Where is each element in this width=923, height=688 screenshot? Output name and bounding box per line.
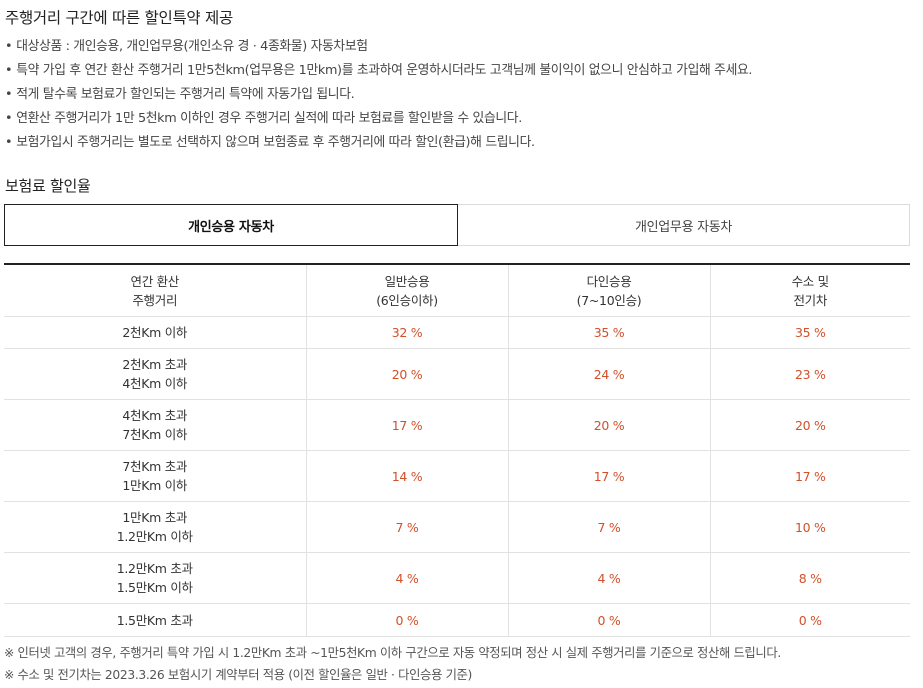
header-line: 전기차 [793,292,828,308]
mileage-line: 1만Km 초과 [122,510,188,525]
row-mileage: 2천Km 초과 4천Km 이하 [4,348,306,400]
mileage-line: 1만Km 이하 [122,478,188,493]
rate-multi: 0 % [507,603,710,637]
bullet-dot: • [5,111,13,126]
table-row: 4천Km 초과 7천Km 이하 17 % 20 % 20 % [4,399,910,451]
mileage-line: 1.2만Km 이하 [116,529,193,544]
header-multi: 다인승용 (7~10인승) [507,264,710,317]
mileage-line: 7천Km 초과 [122,459,188,474]
row-mileage: 2천Km 이하 [4,316,306,349]
rate-eco: 20 % [709,399,910,451]
page-title: 주행거리 구간에 따른 할인특약 제공 [5,9,233,27]
rate-eco: 35 % [709,316,910,349]
rate-general: 4 % [305,552,508,604]
mileage-line: 2천Km 초과 [122,357,188,372]
row-mileage: 1만Km 초과 1.2만Km 이하 [4,501,306,553]
table-row: 2천Km 이하 32 % 35 % 35 % [4,316,910,349]
row-mileage: 1.2만Km 초과 1.5만Km 이하 [4,552,306,604]
row-mileage: 4천Km 초과 7천Km 이하 [4,399,306,451]
rate-general: 0 % [305,603,508,637]
rate-eco: 17 % [709,450,910,502]
rate-general: 17 % [305,399,508,451]
row-mileage: 7천Km 초과 1만Km 이하 [4,450,306,502]
rate-multi: 20 % [507,399,710,451]
row-mileage: 1.5만Km 초과 [4,603,306,637]
rate-multi: 35 % [507,316,710,349]
rate-multi: 4 % [507,552,710,604]
table-row: 1만Km 초과 1.2만Km 이하 7 % 7 % 10 % [4,501,910,553]
header-line: 연간 환산 [130,273,180,289]
rate-general: 32 % [305,316,508,349]
rate-multi: 24 % [507,348,710,400]
table-row: 1.5만Km 초과 0 % 0 % 0 % [4,603,910,637]
footnotes: ※ 인터넷 고객의 경우, 주행거리 특약 가입 시 1.2만Km 초과 ~1만… [4,642,781,686]
mileage-line: 1.5만Km 초과 [116,612,193,628]
mileage-line: 1.5만Km 이하 [116,580,193,595]
header-general: 일반승용 (6인승이하) [305,264,508,317]
bullet-text: 대상상품 : 개인승용, 개인업무용(개인소유 경 · 4종화물) 자동차보험 [16,39,368,54]
bullet-dot: • [5,63,13,78]
bullet-item: • 연환산 주행거리가 1만 5천km 이하인 경우 주행거리 실적에 따라 보험… [5,107,752,131]
rate-multi: 7 % [507,501,710,553]
rate-general: 14 % [305,450,508,502]
tab-personal-passenger[interactable]: 개인승용 자동차 [4,204,458,246]
bullet-dot: • [5,87,13,102]
bullet-dot: • [5,39,13,54]
bullet-text: 연환산 주행거리가 1만 5천km 이하인 경우 주행거리 실적에 따라 보험료… [16,111,522,126]
rate-eco: 0 % [709,603,910,637]
table-row: 1.2만Km 초과 1.5만Km 이하 4 % 4 % 8 % [4,552,910,604]
footnote: ※ 수소 및 전기차는 2023.3.26 보험시기 계약부터 적용 (이전 할… [4,668,472,682]
header-line: (7~10인승) [576,292,642,308]
bullet-list: • 대상상품 : 개인승용, 개인업무용(개인소유 경 · 4종화물) 자동차보험… [5,35,752,155]
rate-multi: 17 % [507,450,710,502]
table-row: 7천Km 초과 1만Km 이하 14 % 17 % 17 % [4,450,910,502]
tab-personal-business[interactable]: 개인업무용 자동차 [458,204,910,246]
mileage-line: 4천Km 이하 [122,376,188,391]
header-line: (6인승이하) [376,292,438,308]
mileage-line: 4천Km 초과 [122,408,188,423]
table-row: 2천Km 초과 4천Km 이하 20 % 24 % 23 % [4,348,910,400]
rate-general: 20 % [305,348,508,400]
vehicle-tabs: 개인승용 자동차 개인업무용 자동차 [4,204,910,248]
bullet-item: • 보험가입시 주행거리는 별도로 선택하지 않으며 보험종료 후 주행거리에 따… [5,131,752,155]
rate-eco: 10 % [709,501,910,553]
rate-eco: 8 % [709,552,910,604]
bullet-text: 적게 탈수록 보험료가 할인되는 주행거리 특약에 자동가입 됩니다. [16,87,355,102]
bullet-item: • 대상상품 : 개인승용, 개인업무용(개인소유 경 · 4종화물) 자동차보험 [5,35,752,59]
bullet-dot: • [5,135,13,150]
section-title: 보험료 할인율 [5,177,91,195]
bullet-item: • 적게 탈수록 보험료가 할인되는 주행거리 특약에 자동가입 됩니다. [5,83,752,107]
rate-general: 7 % [305,501,508,553]
bullet-item: • 특약 가입 후 연간 환산 주행거리 1만5천km(업무용은 1만km)를 초… [5,59,752,83]
rate-eco: 23 % [709,348,910,400]
header-line: 수소 및 [791,273,830,289]
mileage-line: 1.2만Km 초과 [116,561,193,576]
header-line: 다인승용 [586,273,632,289]
header-line: 주행거리 [132,292,178,308]
mileage-line: 2천Km 이하 [122,325,188,340]
mileage-line: 7천Km 이하 [122,427,188,442]
bullet-text: 특약 가입 후 연간 환산 주행거리 1만5천km(업무용은 1만km)를 초과… [16,63,753,78]
header-line: 일반승용 [384,273,430,289]
footnote: ※ 인터넷 고객의 경우, 주행거리 특약 가입 시 1.2만Km 초과 ~1만… [4,646,781,660]
bullet-text: 보험가입시 주행거리는 별도로 선택하지 않으며 보험종료 후 주행거리에 따라… [16,135,535,150]
